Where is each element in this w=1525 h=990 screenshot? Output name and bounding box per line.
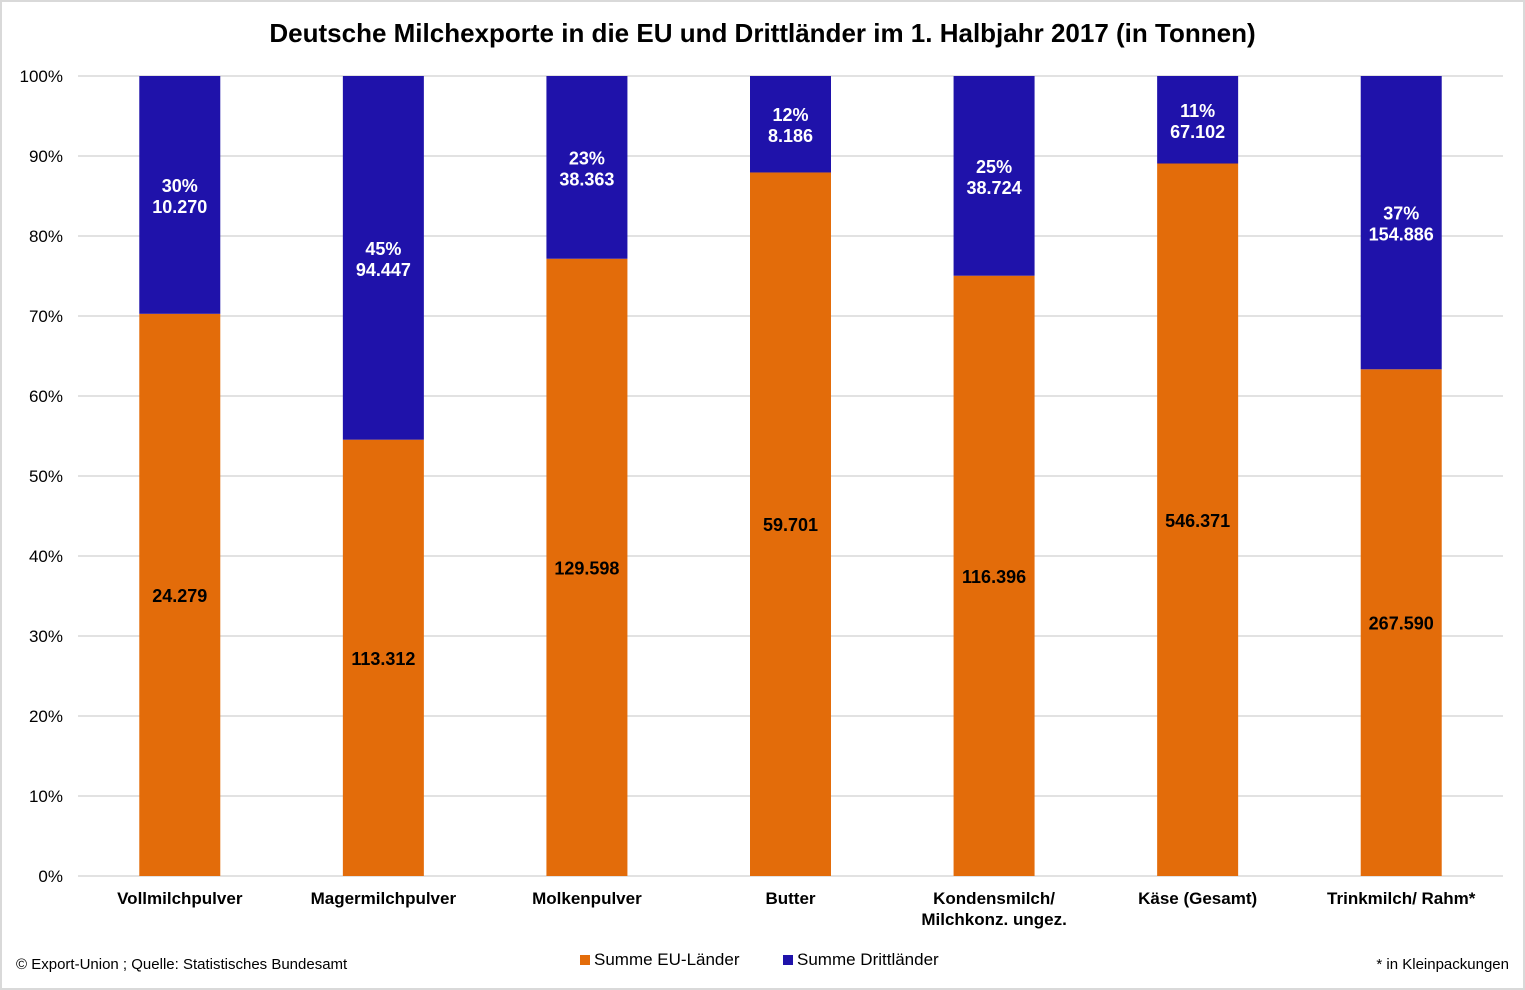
legend-label-drittlaender: Summe Drittländer: [797, 950, 939, 969]
data-label-eu: 59.701: [763, 515, 818, 535]
data-label-drittlaender-percent: 11%: [1180, 101, 1215, 121]
data-label-eu: 116.396: [962, 567, 1026, 587]
bar-drittlaender: [139, 76, 221, 314]
bar-eu: [1360, 369, 1442, 876]
data-label-drittlaender-value: 38.363: [559, 169, 614, 189]
bar-drittlaender: [1157, 76, 1239, 164]
data-label-drittlaender-value: 94.447: [356, 260, 411, 280]
data-label-eu: 267.590: [1369, 614, 1434, 634]
y-tick-label: 70%: [29, 307, 63, 326]
data-label-drittlaender-value: 154.886: [1369, 225, 1434, 245]
bar-eu: [342, 439, 424, 876]
data-label-drittlaender-value: 8.186: [768, 126, 813, 146]
legend-label-eu: Summe EU-Länder: [594, 950, 740, 969]
bar-eu: [139, 313, 221, 877]
data-label-drittlaender-percent: 25%: [976, 157, 1012, 177]
y-tick-label: 0%: [38, 867, 63, 886]
y-tick-label: 20%: [29, 707, 63, 726]
data-label-drittlaender-value: 38.724: [967, 178, 1022, 198]
data-label-drittlaender-percent: 30%: [162, 176, 198, 196]
legend-item-eu: Summe EU-Länder: [580, 950, 740, 970]
x-tick-label: Molkenpulver: [532, 889, 642, 908]
data-label-drittlaender-percent: 12%: [772, 105, 808, 125]
x-tick-label: Milchkonz. ungez.: [921, 910, 1066, 929]
x-tick-label: Trinkmilch/ Rahm*: [1327, 889, 1476, 908]
data-label-eu: 24.279: [152, 586, 207, 606]
bar-drittlaender: [750, 76, 831, 173]
bar-eu: [546, 258, 628, 876]
x-tick-label: Magermilchpulver: [311, 889, 457, 908]
y-axis: 0% 10% 20% 30% 40% 50% 60% 70% 80% 90% 100%: [20, 67, 63, 886]
y-tick-label: 50%: [29, 467, 63, 486]
bars: [139, 76, 1442, 877]
data-label-drittlaender-value: 10.270: [152, 197, 207, 217]
bar-eu: [750, 172, 831, 876]
bar-drittlaender: [546, 76, 628, 259]
data-labels: 24.279 30%10.270 113.312 45%94.447 129.598 23…: [152, 101, 1433, 669]
y-tick-label: 30%: [29, 627, 63, 646]
data-label-eu: 129.598: [554, 558, 619, 578]
data-label-eu: 546.371: [1165, 511, 1230, 531]
x-axis: Vollmilchpulver Magermilchpulver Molkenpul…: [117, 889, 1476, 929]
y-tick-label: 100%: [20, 67, 63, 86]
bar-eu: [1157, 163, 1239, 877]
y-tick-label: 90%: [29, 147, 63, 166]
source-note: © Export-Union ; Quelle: Statistisches B…: [16, 956, 348, 973]
data-label-drittlaender-percent: 23%: [569, 148, 605, 168]
x-tick-label: Butter: [765, 889, 815, 908]
y-tick-label: 80%: [29, 227, 63, 246]
footnote: * in Kleinpackungen: [1376, 956, 1509, 973]
bar-drittlaender: [953, 76, 1035, 276]
bar-drittlaender: [1360, 76, 1442, 370]
data-label-eu: 113.312: [351, 649, 415, 669]
bar-eu: [953, 275, 1035, 876]
x-tick-label: Kondensmilch/: [933, 889, 1055, 908]
legend-item-drittlaender: Summe Drittländer: [783, 950, 939, 970]
data-label-drittlaender-percent: 37%: [1383, 204, 1419, 224]
data-label-drittlaender-value: 67.102: [1170, 122, 1225, 142]
x-tick-label: Vollmilchpulver: [117, 889, 243, 908]
y-tick-label: 60%: [29, 387, 63, 406]
y-tick-label: 10%: [29, 787, 63, 806]
bar-drittlaender: [342, 76, 424, 440]
legend-swatch-eu: [580, 955, 590, 965]
x-tick-label: Käse (Gesamt): [1138, 889, 1257, 908]
data-label-drittlaender-percent: 45%: [365, 239, 401, 259]
legend-swatch-drittlaender: [783, 955, 793, 965]
y-tick-label: 40%: [29, 547, 63, 566]
chart-title: Deutsche Milchexporte in die EU und Drit…: [269, 18, 1256, 48]
